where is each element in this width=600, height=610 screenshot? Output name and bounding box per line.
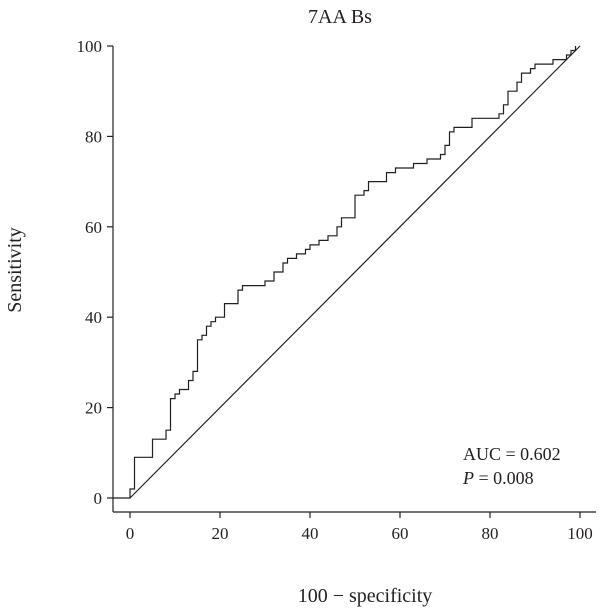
p-value-annotation: P = 0.008 [462,468,534,488]
y-axis-ticks: 0 20 40 60 80 100 [77,37,113,508]
y-tick-label: 0 [94,489,103,508]
y-tick-label: 80 [85,127,102,146]
y-tick-label: 40 [85,308,102,327]
x-tick-label: 80 [482,524,499,543]
reference-diagonal-line [129,45,581,499]
y-tick-label: 20 [85,399,102,418]
x-axis-ticks: 0 20 40 60 80 100 [126,512,593,543]
plot-area: 0 20 40 60 80 100 0 20 40 60 80 100 [77,37,596,543]
x-axis-label: 100 − specificity [298,585,433,607]
x-tick-label: 100 [567,524,593,543]
y-axis-label: Sensitivity [4,227,26,313]
p-label: P [462,468,474,488]
x-tick-label: 0 [126,524,135,543]
x-tick-label: 40 [302,524,319,543]
y-tick-label: 100 [77,37,103,56]
roc-curve-line [113,46,577,499]
chart-title: 7AA Bs [308,6,372,28]
x-tick-label: 60 [392,524,409,543]
auc-annotation: AUC = 0.602 [463,444,561,464]
p-value: = 0.008 [474,468,534,488]
y-tick-label: 60 [85,218,102,237]
x-tick-label: 20 [212,524,229,543]
